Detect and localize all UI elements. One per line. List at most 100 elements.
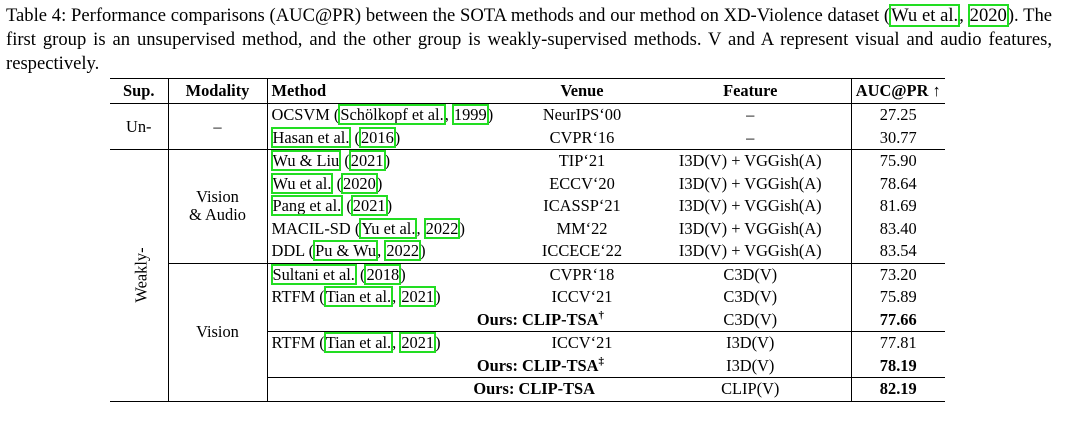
citation-link[interactable]: Wu & Liu	[270, 150, 342, 172]
citation-year-link[interactable]: 2021	[399, 286, 437, 308]
table-row: Weakly- Vision & Audio Wu & Liu (2021) TI…	[110, 149, 945, 401]
auc-cell: 30.77	[850, 126, 945, 150]
venue-cell: ICCV‘21	[551, 287, 613, 307]
method-cell: Wu et al. (2020)	[266, 172, 514, 195]
citation-year-link[interactable]: 2020	[967, 4, 1009, 27]
table-row: RTFM (Tian et al., 2021) ICCV‘21 I3D(V) …	[110, 331, 945, 355]
table-row: Ours: CLIP-TSA CLIP(V) 82.19	[110, 377, 945, 401]
auc-cell: 83.40	[850, 217, 945, 240]
feature-cell: I3D(V) + VGGish(A)	[678, 241, 822, 261]
feature-cell: –	[650, 103, 851, 127]
feature-cell: I3D(V)	[650, 331, 851, 355]
table-row: Ours: CLIP-TSA† C3D(V) 77.66	[110, 308, 945, 332]
auc-cell: 78.19	[850, 354, 945, 378]
auc-cell: 82.19	[850, 377, 945, 401]
table-header-row: Sup. Modality Method Venue Feature AUC@P…	[110, 78, 945, 104]
table-row: DDL (Pu & Wu, 2022) ICCECE‘22 I3D(V) + V…	[110, 240, 945, 263]
table-caption: Table 4: Performance comparisons (AUC@PR…	[6, 4, 1053, 74]
table-row: Wu et al. (2020) ECCV‘20 I3D(V) + VGGish…	[110, 172, 945, 195]
table-row: Vision Sultani et al. (2018) CVPR‘18 C3D…	[110, 262, 945, 401]
citation-year-link[interactable]: 2016	[358, 126, 396, 148]
header-sup: Sup.	[110, 78, 168, 104]
method-cell: RTFM (Tian et al., 2021)	[266, 286, 514, 309]
header-feature: Feature	[650, 78, 851, 104]
venue-cell: NeurIPS‘00	[514, 103, 650, 127]
header-modality: Modality	[167, 78, 267, 104]
citation-year-link[interactable]: 2021	[348, 150, 386, 172]
citation-year-link[interactable]: 1999	[451, 104, 489, 126]
table-row: Pang et al. (2021) ICASSP‘21 I3D(V) + VG…	[110, 195, 945, 218]
ours-method-cell: Ours: CLIP-TSA†	[266, 308, 650, 332]
ours-method-cell: Ours: CLIP-TSA	[266, 377, 650, 401]
auc-cell: 75.89	[850, 286, 945, 309]
citation-year-link[interactable]: 2022	[384, 240, 422, 262]
feature-cell: C3D(V)	[723, 309, 778, 329]
venue-cell: MM‘22	[556, 218, 608, 238]
venue-cell: ICCECE‘22	[541, 241, 623, 261]
venue-cell: ICASSP‘21	[543, 196, 621, 216]
feature-cell: I3D(V) + VGGish(A)	[650, 149, 851, 173]
auc-cell: 83.54	[850, 240, 945, 263]
modality-none: –	[167, 103, 267, 150]
method-cell: Hasan et al. (2016)	[266, 126, 514, 150]
citation-link[interactable]: Pang et al.	[270, 195, 344, 217]
group-weakly-label: Weakly-	[131, 247, 151, 303]
citation-year-link[interactable]: 2020	[341, 172, 378, 194]
citation-link[interactable]: Yu et al.	[359, 217, 418, 239]
caption-text-2: ). The first group is an unsupervised me…	[6, 5, 1053, 74]
method-cell: DDL (Pu & Wu, 2022)	[266, 240, 514, 263]
auc-cell: 73.20	[850, 262, 945, 286]
auc-cell: 77.81	[850, 331, 945, 355]
citation-year-link[interactable]: 2021	[350, 195, 388, 217]
table-row: Un- – OCSVM (Schölkopf et al., 1999) Neu…	[110, 103, 945, 150]
citation-link[interactable]: Hasan et al.	[270, 126, 352, 148]
table-row: RTFM (Tian et al., 2021) ICCV‘21 C3D(V) …	[110, 286, 945, 309]
table-row: MACIL-SD (Yu et al., 2022) MM‘22 I3D(V) …	[110, 217, 945, 240]
header-auc: AUC@PR ↑	[850, 78, 945, 104]
citation-link[interactable]: Pu & Wu	[313, 240, 379, 262]
feature-cell: I3D(V)	[726, 355, 775, 375]
citation-year-link[interactable]: 2018	[364, 263, 402, 285]
citation-year-link[interactable]: 2022	[423, 217, 461, 239]
citation-link[interactable]: Wu et al.	[270, 172, 334, 194]
citation-link[interactable]: Sultani et al.	[270, 263, 357, 285]
venue-cell: CVPR‘18	[514, 262, 650, 286]
citation-year-link[interactable]: 2021	[399, 332, 437, 354]
feature-cell: C3D(V)	[723, 287, 778, 307]
method-cell: Sultani et al. (2018)	[266, 262, 514, 286]
citation-link[interactable]: Tian et al.	[323, 332, 394, 354]
citation-link[interactable]: Wu et al.	[889, 4, 961, 27]
method-cell: Wu & Liu (2021)	[266, 149, 514, 173]
group-weakly: Weakly-	[110, 149, 168, 401]
method-cell: Pang et al. (2021)	[266, 195, 514, 218]
feature-cell: CLIP(V)	[650, 377, 851, 401]
table-row: Ours: CLIP-TSA‡ I3D(V) 78.19	[110, 354, 945, 378]
auc-cell: 77.66	[850, 308, 945, 332]
group-unsupervised: Un-	[110, 103, 168, 150]
citation-link[interactable]: Schölkopf et al.	[338, 104, 446, 126]
results-table: Sup. Modality Method Venue Feature AUC@P…	[110, 78, 945, 402]
feature-cell: I3D(V) + VGGish(A)	[678, 196, 822, 216]
table-bottom-rule	[110, 400, 945, 402]
venue-cell: ICCV‘21	[514, 331, 650, 355]
feature-cell: I3D(V) + VGGish(A)	[678, 218, 822, 238]
method-cell: OCSVM (Schölkopf et al., 1999)	[266, 103, 514, 127]
feature-cell: –	[746, 127, 755, 147]
modality-vision-audio: Vision & Audio	[167, 149, 267, 263]
header-method: Method	[266, 78, 514, 104]
method-cell: RTFM (Tian et al., 2021)	[266, 331, 514, 355]
method-cell: MACIL-SD (Yu et al., 2022)	[266, 217, 514, 240]
feature-cell: C3D(V)	[650, 262, 851, 286]
ours-method-cell: Ours: CLIP-TSA‡	[266, 354, 650, 378]
auc-cell: 27.25	[850, 103, 945, 127]
venue-cell: ECCV‘20	[549, 173, 615, 193]
venue-cell: TIP‘21	[514, 149, 650, 173]
auc-cell: 78.64	[850, 172, 945, 195]
venue-cell: CVPR‘16	[549, 127, 615, 147]
citation-link[interactable]: Tian et al.	[323, 286, 394, 308]
modality-vision: Vision	[167, 262, 267, 401]
auc-cell: 75.90	[850, 149, 945, 173]
feature-cell: I3D(V) + VGGish(A)	[678, 173, 822, 193]
auc-cell: 81.69	[850, 195, 945, 218]
caption-text-1: Table 4: Performance comparisons (AUC@PR…	[6, 5, 891, 26]
